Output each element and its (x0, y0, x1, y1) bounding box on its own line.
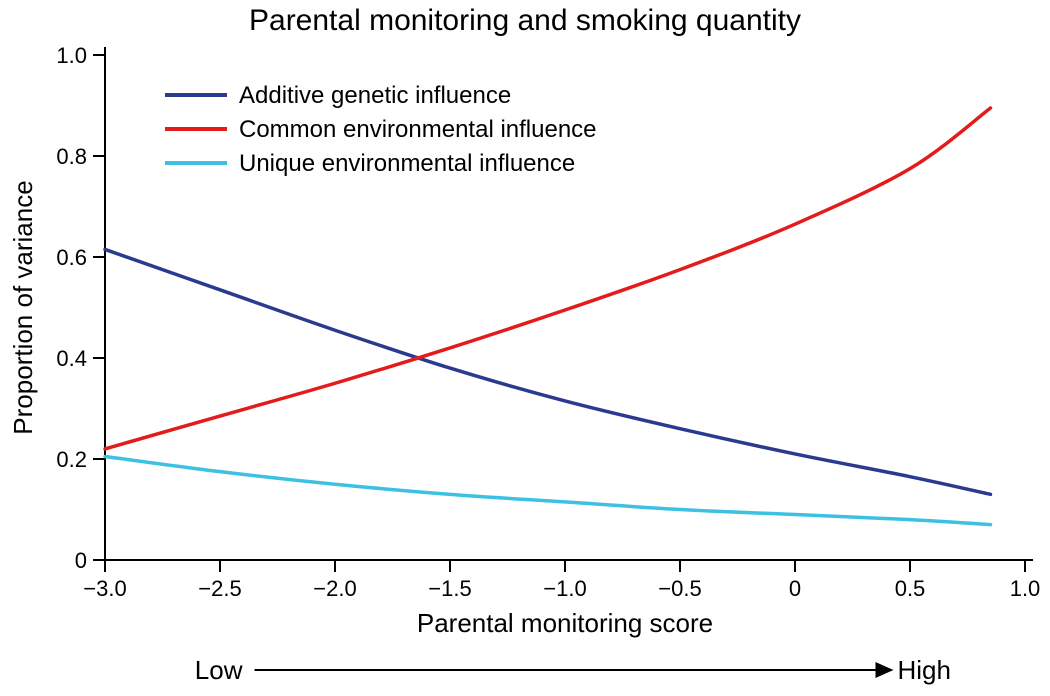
y-tick-label: 0.2 (56, 447, 87, 472)
legend-label: Common environmental influence (239, 116, 597, 143)
chart-title: Parental monitoring and smoking quantity (249, 4, 801, 37)
y-tick-label: 0.4 (56, 346, 87, 371)
legend-item: Unique environmental influence (165, 150, 575, 177)
y-tick-label: 1.0 (56, 43, 87, 68)
x-tick-label: 1.0 (1010, 576, 1041, 601)
x-tick-label: −1.5 (428, 576, 471, 601)
legend: Additive genetic influence Common environ… (165, 82, 597, 177)
legend-item: Common environmental influence (165, 116, 597, 143)
arrow-head-icon (876, 662, 894, 678)
y-tick-label: 0 (75, 548, 87, 573)
y-axis: 0 0.2 0.4 0.6 0.8 1.0 (56, 43, 105, 573)
x-tick-label: −1.0 (543, 576, 586, 601)
arrow-low-label: Low (195, 655, 243, 685)
chart-container: Parental monitoring and smoking quantity… (0, 0, 1050, 696)
y-tick-label: 0.8 (56, 144, 87, 169)
y-axis-label: Proportion of variance (8, 180, 38, 434)
x-tick-label: −2.5 (198, 576, 241, 601)
legend-label: Unique environmental influence (239, 150, 575, 177)
y-tick-label: 0.6 (56, 245, 87, 270)
x-tick-label: −0.5 (658, 576, 701, 601)
arrow-high-label: High (898, 655, 951, 685)
x-tick-label: 0.5 (895, 576, 926, 601)
x-tick-label: −3.0 (83, 576, 126, 601)
x-tick-label: 0 (789, 576, 801, 601)
x-arrow-annotation: Low High (195, 655, 951, 685)
x-tick-label: −2.0 (313, 576, 356, 601)
series-line (105, 249, 991, 494)
line-chart: Parental monitoring and smoking quantity… (0, 0, 1050, 696)
x-axis-label: Parental monitoring score (417, 608, 713, 638)
legend-label: Additive genetic influence (239, 82, 511, 109)
legend-item: Additive genetic influence (165, 82, 511, 109)
x-axis: −3.0 −2.5 −2.0 −1.5 −1.0 −0.5 0 0.5 1.0 (83, 560, 1040, 601)
